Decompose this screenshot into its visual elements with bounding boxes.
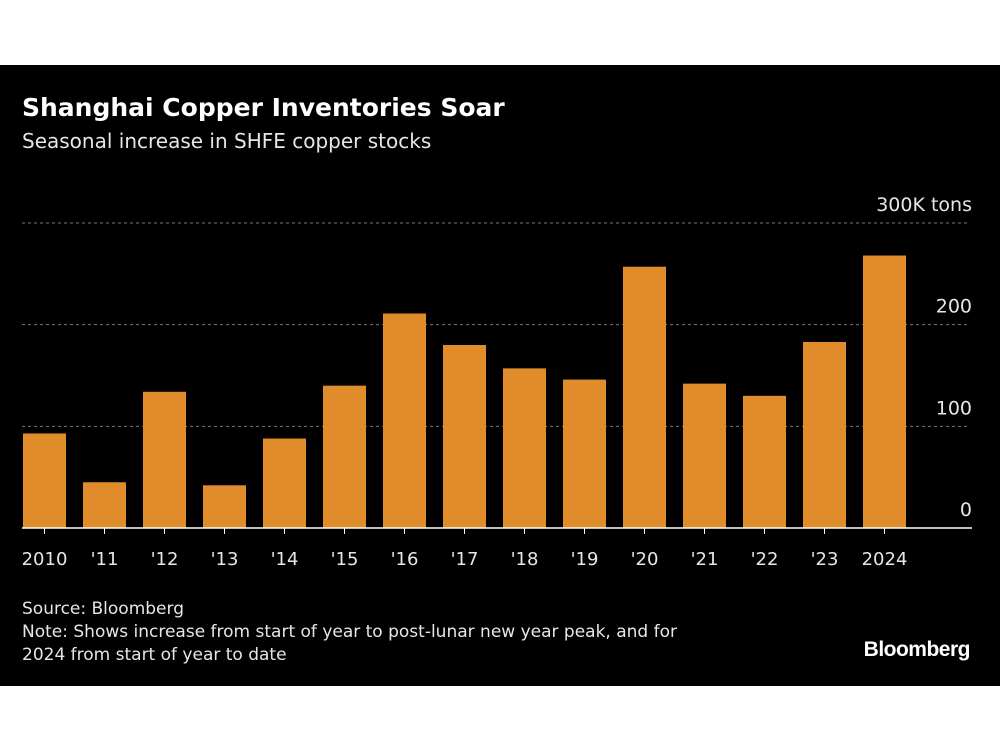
bar-16 [383, 313, 426, 528]
source-note: Source: Bloomberg [22, 599, 184, 619]
bar-14 [263, 438, 306, 528]
y-tick-label: 100 [936, 397, 972, 419]
x-tick-label: '15 [331, 549, 359, 570]
bar-23 [803, 341, 846, 528]
x-tick-label: '20 [631, 549, 659, 570]
bloomberg-logo: Bloomberg [863, 638, 971, 661]
bar-12 [143, 391, 186, 528]
y-tick-label: 300K tons [876, 194, 972, 216]
bar-13 [203, 485, 246, 528]
x-tick-label: '12 [151, 549, 179, 570]
bar-19 [563, 379, 606, 528]
note-line-2: 2024 from start of year to date [22, 645, 287, 665]
bar-20 [623, 266, 666, 528]
bar-22 [743, 395, 786, 528]
x-tick-label: '14 [271, 549, 299, 570]
x-tick-label: '17 [451, 549, 479, 570]
bar-11 [83, 482, 126, 528]
y-tick-label: 0 [960, 499, 972, 521]
bar-2024 [863, 255, 906, 529]
x-tick-label: '13 [211, 549, 239, 570]
bar-15 [323, 385, 366, 528]
chart-title: Shanghai Copper Inventories Soar [22, 93, 505, 122]
x-tick-label: '18 [511, 549, 539, 570]
bar-18 [503, 368, 546, 528]
x-tick-label: '16 [391, 549, 419, 570]
x-tick-label: '11 [91, 549, 119, 570]
x-tick-label: '22 [751, 549, 779, 570]
x-tick-label: 2010 [22, 549, 68, 570]
x-tick-label: '19 [571, 549, 599, 570]
x-tick-label: '23 [811, 549, 839, 570]
bar-21 [683, 383, 726, 528]
chart-subtitle: Seasonal increase in SHFE copper stocks [22, 129, 432, 153]
x-tick-label: 2024 [862, 549, 908, 570]
bar-2010 [23, 433, 66, 528]
bar-17 [443, 345, 486, 528]
x-tick-label: '21 [691, 549, 719, 570]
note-line-1: Note: Shows increase from start of year … [22, 622, 677, 642]
y-tick-label: 200 [936, 296, 972, 318]
